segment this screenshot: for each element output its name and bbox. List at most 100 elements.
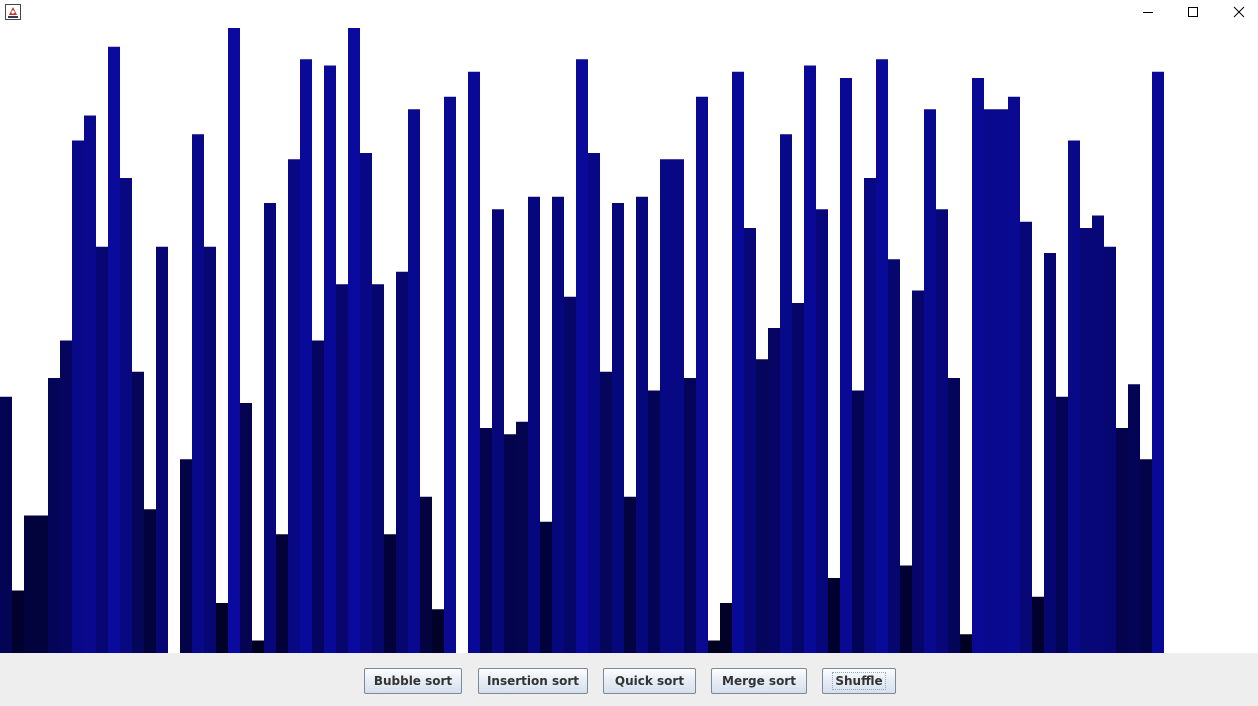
bar [360, 153, 372, 653]
bar [276, 534, 288, 653]
bar [204, 246, 216, 653]
bar [972, 78, 984, 653]
bar [756, 359, 768, 653]
bar [1020, 221, 1032, 653]
bar [180, 459, 192, 653]
bar [684, 378, 696, 653]
bar [600, 371, 612, 653]
bar [1056, 396, 1068, 653]
bar [420, 496, 432, 653]
maximize-button[interactable] [1170, 0, 1216, 24]
bar [12, 590, 24, 653]
bar [624, 496, 636, 653]
close-button[interactable] [1216, 0, 1258, 24]
bar [132, 371, 144, 653]
minimize-button[interactable] [1125, 0, 1171, 24]
bar [672, 159, 684, 653]
bar [60, 340, 72, 653]
bar [492, 209, 504, 653]
bar [996, 109, 1008, 653]
bar [1152, 71, 1164, 653]
bar [156, 246, 168, 653]
bar [660, 159, 672, 653]
bar [324, 65, 336, 653]
bar [432, 609, 444, 653]
bar [876, 59, 888, 653]
bar [84, 115, 96, 653]
bar [1044, 253, 1056, 653]
bar [612, 203, 624, 653]
title-bar [0, 0, 1258, 24]
bar [252, 640, 264, 653]
bar [48, 378, 60, 653]
bar [24, 515, 36, 653]
bar [888, 259, 900, 653]
bar [1008, 96, 1020, 653]
bar [900, 565, 912, 653]
bar [1104, 246, 1116, 653]
bar [792, 303, 804, 653]
bar [588, 153, 600, 653]
bar [732, 71, 744, 653]
bar [120, 178, 132, 653]
bar [1128, 384, 1140, 653]
bar [696, 96, 708, 653]
bar [924, 109, 936, 653]
bar [564, 296, 576, 653]
quick-sort-button[interactable]: Quick sort [603, 668, 696, 694]
shuffle-button-label: Shuffle [832, 672, 886, 690]
bar [708, 640, 720, 653]
bar [576, 59, 588, 653]
bar [768, 328, 780, 653]
bar [504, 434, 516, 653]
bar [240, 403, 252, 653]
bar [468, 71, 480, 653]
bar [96, 246, 108, 653]
button-bar: Bubble sort Insertion sort Quick sort Me… [0, 653, 1258, 706]
minimize-icon [1143, 12, 1153, 13]
bar [336, 284, 348, 653]
bar [1092, 215, 1104, 653]
shuffle-button[interactable]: Shuffle [822, 668, 896, 694]
bar [372, 284, 384, 653]
bar [816, 209, 828, 653]
bar [72, 140, 84, 653]
bar [1068, 140, 1080, 653]
bar [720, 603, 732, 653]
bar [936, 209, 948, 653]
maximize-icon [1188, 7, 1198, 17]
insertion-sort-button[interactable]: Insertion sort [478, 668, 588, 694]
bar [36, 515, 48, 653]
bar [348, 28, 360, 653]
bar [384, 534, 396, 653]
merge-sort-button[interactable]: Merge sort [711, 668, 807, 694]
bar [288, 159, 300, 653]
bar [1032, 596, 1044, 653]
bar [948, 378, 960, 653]
bar [192, 134, 204, 653]
bar [444, 96, 456, 653]
bar [1080, 228, 1092, 653]
bar [408, 109, 420, 653]
bar [648, 390, 660, 653]
bar [1140, 459, 1152, 653]
bar [516, 421, 528, 653]
bar [912, 290, 924, 653]
bar [852, 390, 864, 653]
bubble-sort-button[interactable]: Bubble sort [364, 668, 462, 694]
bar [0, 396, 12, 653]
bar [960, 634, 972, 653]
bar [528, 196, 540, 653]
bar [864, 178, 876, 653]
bar-visualization-canvas [0, 28, 1164, 653]
bar [540, 521, 552, 653]
bar [636, 196, 648, 653]
bar [216, 603, 228, 653]
bar [804, 65, 816, 653]
close-icon [1233, 6, 1245, 18]
bar [144, 509, 156, 653]
bar [744, 228, 756, 653]
bar [480, 428, 492, 653]
bar [312, 340, 324, 653]
bar [300, 59, 312, 653]
